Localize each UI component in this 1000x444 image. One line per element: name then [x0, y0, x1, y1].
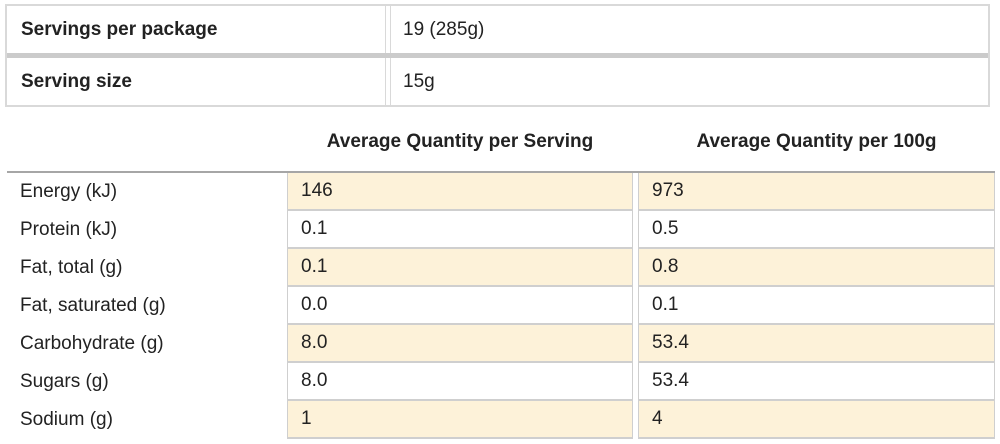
nutrient-label: Carbohydrate (g)	[7, 325, 287, 363]
value-per-serving: 8.0	[287, 325, 633, 363]
nutrient-row: Sodium (g) 1 4	[7, 401, 995, 439]
value-per-100g: 0.8	[638, 249, 995, 287]
nutrient-label: Energy (kJ)	[7, 173, 287, 211]
column-header-per-serving: Average Quantity per Serving	[326, 131, 594, 152]
nutrient-row: Fat, saturated (g) 0.0 0.1	[7, 287, 995, 325]
value-per-100g: 0.5	[638, 211, 995, 249]
column-header-per-100g: Average Quantity per 100g	[696, 131, 937, 152]
value-per-serving: 146	[287, 173, 633, 211]
serving-info-label: Serving size	[7, 58, 386, 105]
value-per-100g: 0.1	[638, 287, 995, 325]
value-per-100g: 53.4	[638, 363, 995, 401]
value-per-serving: 1	[287, 401, 633, 439]
serving-info-value: 19 (285g)	[390, 6, 988, 53]
nutrient-label: Sugars (g)	[7, 363, 287, 401]
nutrient-label: Sodium (g)	[7, 401, 287, 439]
value-per-serving: 0.0	[287, 287, 633, 325]
nutrient-row: Energy (kJ) 146 973	[7, 173, 995, 211]
serving-info-row: Serving size 15g	[7, 53, 988, 105]
value-per-100g: 973	[638, 173, 995, 211]
nutrient-row: Sugars (g) 8.0 53.4	[7, 363, 995, 401]
nutrient-row: Protein (kJ) 0.1 0.5	[7, 211, 995, 249]
nutrition-column-headers: Average Quantity per Serving Average Qua…	[287, 131, 995, 153]
value-per-serving: 0.1	[287, 249, 633, 287]
value-per-serving: 8.0	[287, 363, 633, 401]
nutrient-label: Fat, saturated (g)	[7, 287, 287, 325]
value-per-100g: 53.4	[638, 325, 995, 363]
serving-info-table: Servings per package 19 (285g) Serving s…	[5, 4, 990, 107]
value-per-100g: 4	[638, 401, 995, 439]
nutrient-label: Protein (kJ)	[7, 211, 287, 249]
serving-info-row: Servings per package 19 (285g)	[7, 6, 988, 53]
nutrient-label: Fat, total (g)	[7, 249, 287, 287]
value-per-serving: 0.1	[287, 211, 633, 249]
serving-info-label: Servings per package	[7, 6, 386, 53]
serving-info-value: 15g	[390, 58, 988, 105]
nutrition-table: Energy (kJ) 146 973 Protein (kJ) 0.1 0.5…	[7, 171, 995, 439]
nutrient-row: Fat, total (g) 0.1 0.8	[7, 249, 995, 287]
nutrient-row: Carbohydrate (g) 8.0 53.4	[7, 325, 995, 363]
